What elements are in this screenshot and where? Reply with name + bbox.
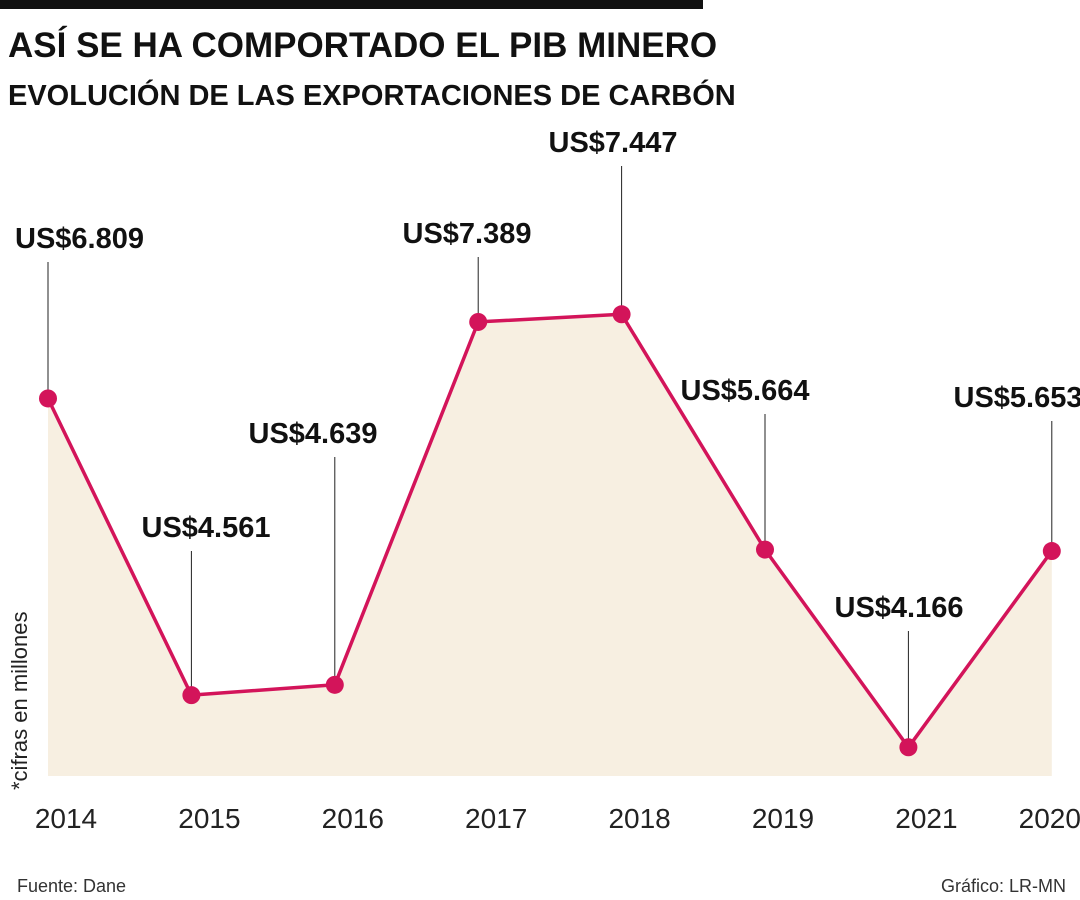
value-label: US$5.664 xyxy=(681,375,810,407)
x-tick-label: 2016 xyxy=(322,803,384,834)
x-tick-label: 2021 xyxy=(895,803,957,834)
chart-subtitle: EVOLUCIÓN DE LAS EXPORTACIONES DE CARBÓN xyxy=(8,80,736,112)
series-line xyxy=(46,312,1054,750)
x-tick-label: 2020 xyxy=(1019,803,1080,834)
x-tick-label: 2019 xyxy=(752,803,814,834)
value-labels: US$6.809 US$4.561 US$4.639 US$7.389 US$7.447… xyxy=(15,127,1080,624)
value-label: US$4.561 xyxy=(142,512,271,544)
top-rule xyxy=(0,0,703,9)
data-point xyxy=(899,738,918,757)
units-note: *cifras en millones xyxy=(7,611,32,790)
chart-title: ASÍ SE HA COMPORTADO EL PIB MINERO xyxy=(8,26,718,65)
area-fill xyxy=(48,314,1052,776)
data-point xyxy=(325,675,344,694)
data-point xyxy=(1042,542,1061,561)
value-label: US$6.809 xyxy=(15,223,144,255)
credit-note: Gráfico: LR-MN xyxy=(940,876,1066,896)
x-tick-label: 2015 xyxy=(178,803,240,834)
value-label: US$7.389 xyxy=(403,218,532,250)
data-point xyxy=(39,389,57,408)
data-points xyxy=(39,305,1061,757)
x-tick-label: 2018 xyxy=(608,803,670,834)
value-label: US$5.653 xyxy=(954,382,1080,414)
data-point xyxy=(182,686,201,705)
value-label: US$4.639 xyxy=(249,418,378,450)
data-point xyxy=(612,305,631,324)
x-axis-tick-labels: 2014 2015 2016 2017 2018 2019 2021 2020 xyxy=(35,803,1080,834)
data-point xyxy=(469,312,488,331)
source-note: Fuente: Dane xyxy=(17,876,127,896)
x-tick-label: 2017 xyxy=(465,803,527,834)
value-label: US$4.166 xyxy=(835,592,964,624)
label-leader-lines xyxy=(47,166,1053,748)
data-point xyxy=(756,540,774,559)
value-label: US$7.447 xyxy=(549,127,678,159)
x-tick-label: 2014 xyxy=(35,803,97,834)
